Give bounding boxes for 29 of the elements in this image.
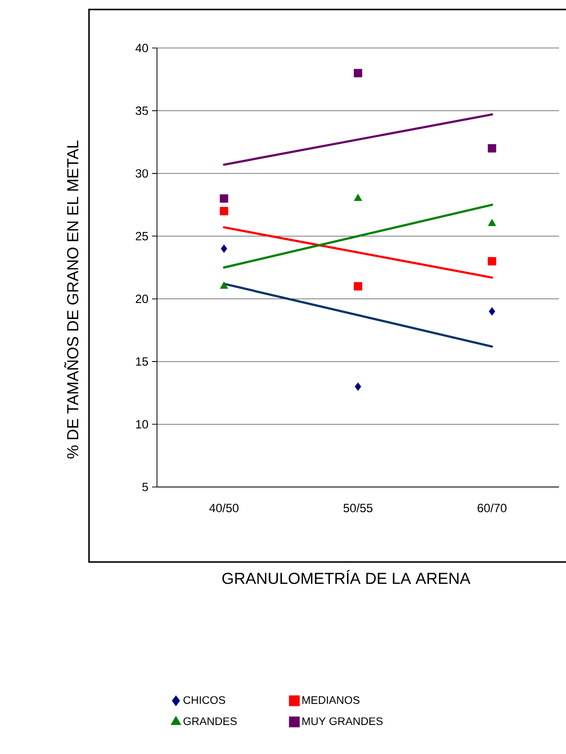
point [488, 307, 496, 316]
x-axis-title: GRANULOMETRÍA DE LA ARENA [222, 570, 470, 584]
point [354, 194, 362, 201]
x-tick-label: 50/55 [344, 503, 372, 512]
x-tick-label: 60/70 [478, 503, 506, 512]
y-tick-label: 40 [135, 44, 148, 52]
legend-label: CHICOS [184, 696, 226, 704]
y-tick-label: 15 [136, 357, 148, 366]
point [488, 257, 496, 266]
point [220, 282, 228, 289]
y-tick-label: 20 [136, 294, 148, 304]
y-tick-label: 35 [136, 106, 148, 115]
point [220, 206, 228, 216]
point [220, 194, 228, 203]
x-tick-label: 40/50 [209, 503, 238, 512]
point [488, 218, 496, 226]
point [488, 144, 496, 153]
point [220, 244, 228, 253]
y-tick-label: 5 [142, 482, 148, 492]
point [354, 382, 362, 391]
y-tick-label: 25 [136, 232, 148, 240]
y-axis-title: % DE TAMAÑOS DE GRANO EN EL METAL [64, 140, 78, 459]
point [354, 68, 362, 78]
y-tick-label: 30 [136, 169, 148, 178]
point [354, 282, 362, 290]
legend-label: MUY GRANDES [302, 717, 383, 726]
y-tick-label: 10 [136, 420, 148, 429]
legend-label: MEDIANOS [302, 696, 360, 704]
legend-label: GRANDES [184, 717, 237, 726]
